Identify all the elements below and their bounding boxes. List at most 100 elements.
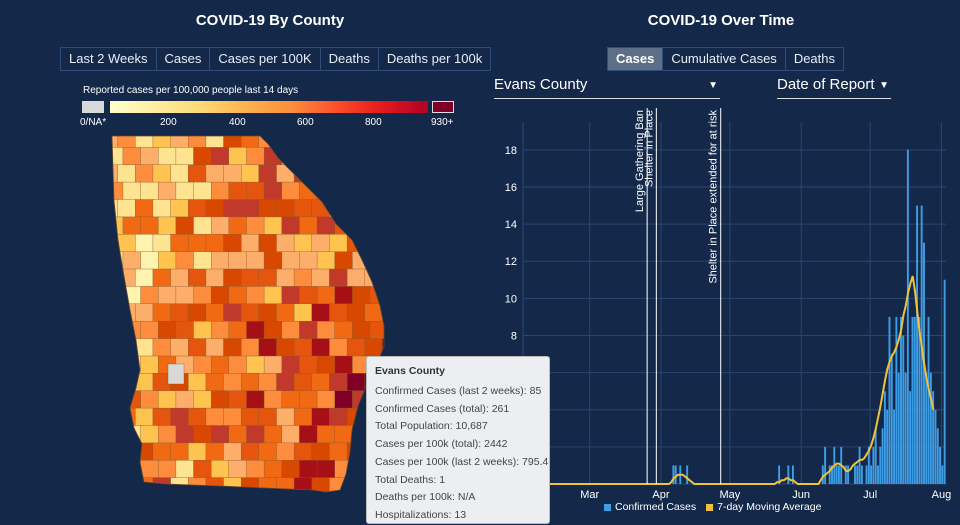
county-shape [205,234,225,253]
tab-last-2-weeks[interactable]: Last 2 Weeks [60,47,157,71]
case-bar [888,316,891,484]
county-shape [258,442,278,461]
county-shape [246,390,265,409]
county-shape [193,147,212,166]
case-bar [936,428,939,484]
tab-cases-chart[interactable]: Cases [607,47,664,71]
date-select[interactable]: Date of Report ▼ [777,76,891,99]
county-shape [210,251,230,270]
county-shape [364,136,384,149]
county-shape [205,407,225,427]
county-shape [352,286,371,305]
tooltip-title: Evans County [375,365,446,377]
county-shape [117,199,136,218]
case-bar [895,316,898,484]
county-shape [258,303,278,322]
county-shape [228,355,248,375]
county-shape [135,442,154,461]
tab-cumulative-cases[interactable]: Cumulative Cases [662,47,786,71]
county-shape [187,442,207,461]
county-shape [170,338,189,357]
county-shape [334,147,353,166]
county-shape [122,320,142,340]
county-shape [170,199,189,218]
county-shape [117,164,136,183]
case-bar [791,465,794,484]
county-shape [352,181,371,201]
county-shape [240,303,260,322]
annotation-label: Shelter in Place extended for at risk [708,110,720,284]
y-tick-label: 16 [505,182,517,194]
x-tick-label: Mar [580,489,599,501]
county-shape [263,460,283,479]
county-shape [140,286,159,305]
county-shape [193,286,212,305]
county-shape [276,199,295,218]
right-panel-title: COVID-19 Over Time [647,12,795,29]
tab-deaths-per-100k[interactable]: Deaths per 100k [377,47,492,71]
county-shape [311,477,331,492]
county-shape [152,136,172,149]
county-shape [205,477,225,492]
county-shape [334,181,353,201]
tab-cases-per-100k[interactable]: Cases per 100K [209,47,321,71]
case-bar [824,446,827,484]
county-shape [112,460,124,479]
county-shape [369,320,384,340]
case-bar [900,316,902,484]
county-shape [240,199,260,218]
county-shape [158,181,177,201]
case-bar [941,465,944,484]
county-shape [175,425,195,444]
county-shape [293,164,313,183]
county-shape [276,268,295,288]
county-shape [152,442,172,461]
county-shape [210,390,230,409]
county-shape [329,407,348,427]
county-shape [311,199,331,218]
case-bar [897,372,900,484]
county-shape [228,216,248,236]
county-shape [311,164,331,183]
county-shape [246,425,265,444]
county-shape [329,164,348,183]
county-shape [122,147,142,166]
georgia-county-map[interactable] [100,130,420,520]
county-shape [175,390,195,409]
county-shape [329,373,348,392]
county-shape [223,268,242,288]
county-shape [140,390,159,409]
county-shape [382,268,384,288]
county-shape [316,251,336,270]
county-shape [276,338,295,357]
county-shape [122,460,142,479]
county-shape [329,234,348,253]
county-shape [158,320,177,340]
case-bar [872,446,875,484]
county-shape [117,373,136,392]
county-shape [228,286,248,305]
tab-cases[interactable]: Cases [155,47,211,71]
county-shape [299,286,318,305]
county-shape [240,373,260,392]
county-shape [205,268,225,288]
county-shape [135,234,154,253]
county-shape [299,390,318,409]
county-shape [158,425,177,444]
county-shape [246,181,265,201]
county-shape [281,216,301,236]
county-shape [122,251,142,270]
case-bar [925,372,928,484]
county-shape [228,460,248,479]
legend-tick-800: 800 [365,117,382,128]
county-select[interactable]: Evans County ▼ [494,76,720,99]
county-shape [388,217,406,235]
tab-deaths-chart[interactable]: Deaths [784,47,845,71]
case-bar [906,149,909,484]
county-shape [329,136,348,149]
case-bar [877,465,879,484]
tab-deaths[interactable]: Deaths [319,47,379,71]
county-shape [175,460,195,479]
y-tick-label: 8 [511,330,517,342]
case-bar [672,465,675,484]
